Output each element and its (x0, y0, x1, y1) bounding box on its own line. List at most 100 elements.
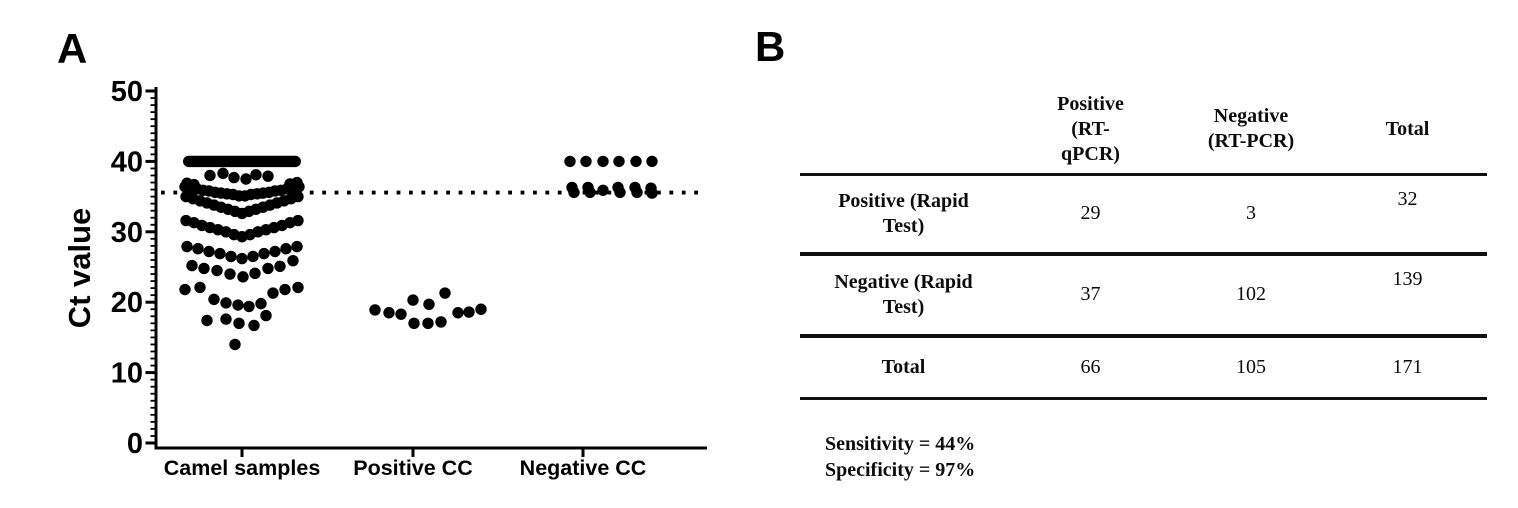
data-point (452, 307, 464, 319)
table-body: Positive (Rapid Test) 29 3 32 Negative (Rapid… (800, 174, 1487, 400)
row-label-line: Test) (882, 214, 925, 237)
data-point (597, 184, 609, 196)
x-category-label: Camel samples (164, 456, 321, 480)
censored-points-bar (183, 155, 301, 168)
data-point (279, 283, 291, 296)
data-point (475, 303, 487, 315)
data-point (291, 240, 303, 253)
data-point (232, 299, 244, 311)
data-point (439, 287, 451, 299)
y-tick-label: 10 (111, 358, 143, 390)
header-line: Total (1385, 117, 1430, 140)
x-category-label: Positive CC (353, 456, 472, 480)
data-point (250, 169, 262, 181)
data-point (435, 316, 447, 328)
data-point (463, 306, 475, 318)
test-performance-stats: Sensitivity = 44% Specificity = 97% (825, 431, 975, 483)
y-tick-label: 40 (111, 146, 143, 178)
table-header-cell: Positive (RT-qPCR) (1007, 85, 1174, 176)
table-header-cell (800, 85, 1007, 176)
data-point (423, 298, 435, 311)
table-header-cell: Negative (RT-PCR) (1174, 85, 1328, 176)
data-point (217, 167, 229, 180)
header-line: (RT- (1071, 117, 1110, 140)
data-point (208, 293, 220, 306)
table-row: Negative (Rapid Test) 37 102 139 (800, 253, 1487, 338)
row-label-line: Negative (Rapid (834, 270, 973, 293)
data-point (292, 190, 304, 203)
table-row-label: Total (800, 335, 1007, 400)
data-point (260, 309, 272, 322)
sensitivity-text: Sensitivity = 44% (825, 433, 976, 455)
data-point (630, 155, 642, 168)
data-point (194, 281, 206, 294)
data-point (225, 250, 237, 263)
data-point (646, 187, 658, 199)
data-point (292, 214, 304, 227)
table-header-row: Positive (RT-qPCR) Negative (RT-PCR) Total (800, 85, 1487, 176)
data-point (211, 264, 223, 277)
data-point (192, 242, 204, 255)
panel-b-label: B (755, 23, 786, 70)
data-point (613, 155, 625, 168)
data-point (274, 260, 286, 272)
table-cell: 37 (1007, 253, 1174, 338)
table-cell: 29 (1007, 174, 1174, 256)
table-header-cell: Total (1328, 85, 1487, 176)
data-point (597, 155, 609, 168)
data-point (186, 259, 198, 272)
specificity-text: Specificity = 97% (825, 459, 976, 481)
data-point (408, 317, 420, 330)
data-point (204, 169, 216, 182)
data-point (181, 240, 193, 253)
table-cell: 66 (1007, 335, 1174, 400)
data-point (247, 250, 259, 263)
data-point (262, 170, 274, 182)
data-point (584, 186, 596, 199)
data-point (262, 262, 274, 275)
data-point (564, 155, 576, 168)
x-category-label: Negative CC (520, 456, 647, 480)
panel-a-label: A (57, 25, 88, 72)
ct-value-dot-plot: 0 10 20 30 40 50 Ct value Camel samples Positive… (62, 76, 707, 480)
data-point (614, 186, 626, 199)
data-point (383, 307, 395, 319)
data-point (236, 252, 248, 265)
data-point (237, 271, 249, 283)
data-point (228, 171, 240, 184)
data-point (255, 297, 267, 310)
data-point (258, 247, 270, 260)
data-point (224, 268, 236, 280)
table-cell: 139 (1328, 253, 1487, 338)
header-line: qPCR) (1061, 142, 1120, 165)
table-row: Positive (Rapid Test) 29 3 32 (800, 174, 1487, 256)
y-tick-label: 50 (111, 76, 143, 108)
data-point (292, 281, 304, 294)
data-point (287, 254, 299, 267)
data-point (220, 313, 232, 325)
data-point (203, 245, 215, 258)
header-line: (RT-PCR) (1207, 130, 1295, 152)
data-point (198, 262, 210, 275)
table-cell: 3 (1174, 174, 1328, 256)
data-point (214, 247, 226, 260)
data-point (233, 317, 245, 330)
data-point (249, 267, 261, 280)
header-line: Negative (1213, 105, 1289, 127)
table-row: Total 66 105 171 (800, 335, 1487, 400)
data-point (240, 173, 252, 185)
rapid-test-vs-pcr-table: Positive (RT-qPCR) Negative (RT-PCR) Total P… (800, 85, 1487, 400)
header-line: Positive (1057, 92, 1124, 115)
y-tick-label: 0 (127, 428, 143, 460)
data-point (280, 242, 292, 255)
table-cell: 102 (1174, 253, 1328, 338)
data-point (248, 319, 260, 332)
data-point (220, 297, 232, 309)
data-point (407, 294, 419, 306)
table-cell: 105 (1174, 335, 1328, 400)
data-point (229, 338, 241, 351)
row-label-line: Total (881, 355, 926, 378)
data-point (422, 317, 434, 330)
data-point (646, 155, 658, 168)
